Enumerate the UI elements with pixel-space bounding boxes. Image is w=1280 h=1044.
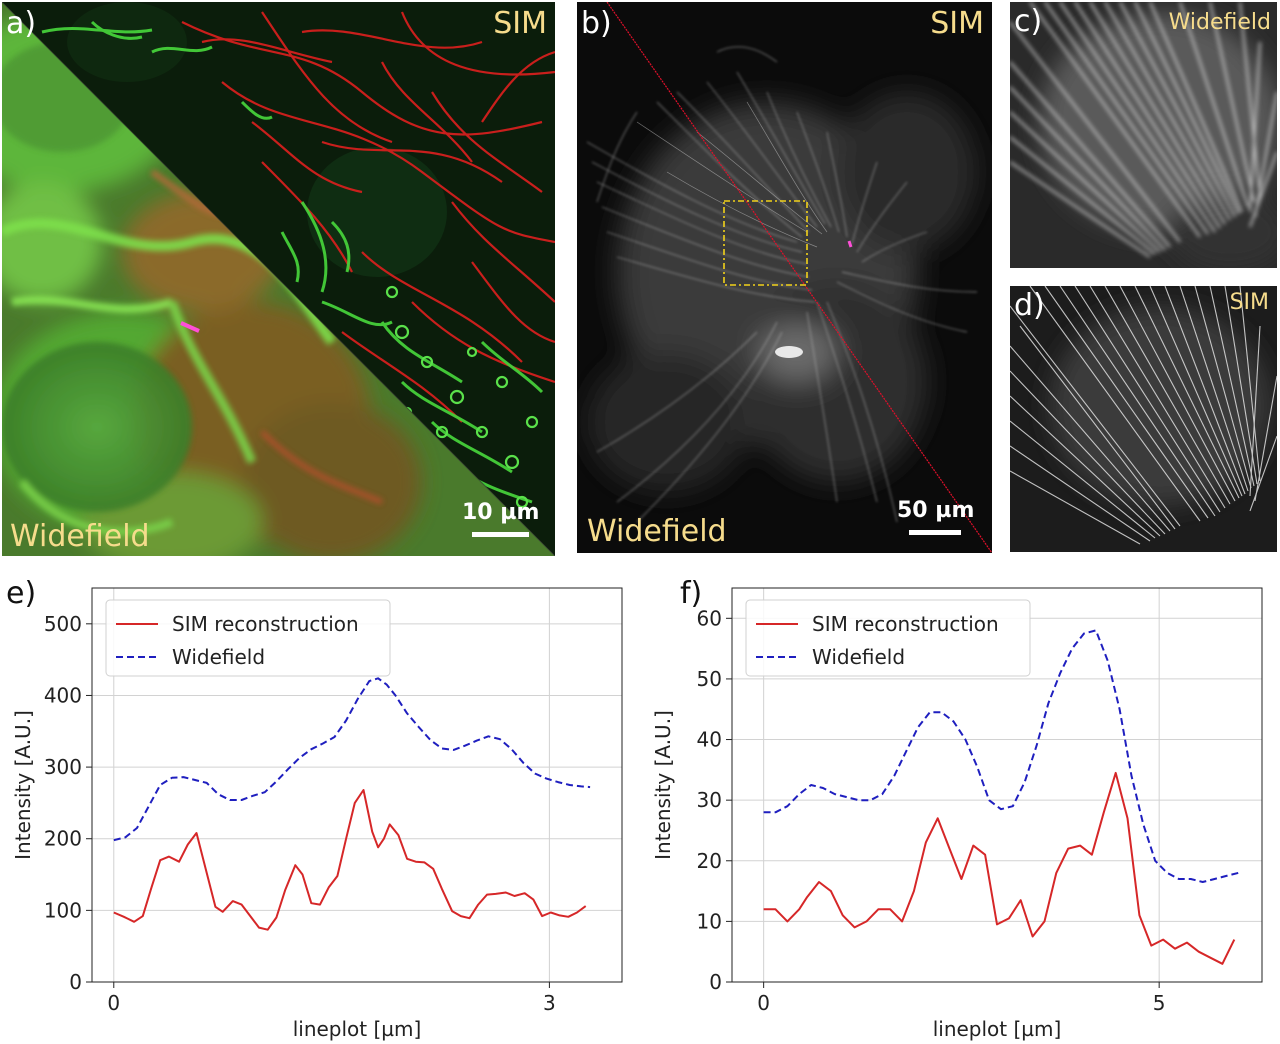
panel-a-image	[2, 2, 555, 556]
panel-c-micrograph: c) Widefield	[1010, 2, 1277, 268]
panel-d-caption: SIM	[1229, 290, 1269, 315]
legend-box	[105, 599, 391, 677]
y-tick-label: 200	[44, 827, 82, 851]
series-line-widefield	[113, 677, 591, 842]
legend-entry: SIM reconstruction	[172, 612, 359, 636]
legend-entry: Widefield	[812, 645, 905, 669]
lineplot-marker	[847, 240, 853, 248]
panel-a-micrograph: a) SIM Widefield 10 µm	[2, 2, 555, 556]
y-tick-label: 500	[44, 612, 82, 636]
chart-f-svg: 0 10 20 30 40 50 60 0 5 lineplot [µm] Intensity [A…	[651, 587, 1263, 1041]
panel-c-image	[1010, 2, 1277, 268]
series-line-sim	[113, 789, 587, 931]
panel-c-caption: Widefield	[1168, 10, 1271, 35]
x-axis-label: lineplot [µm]	[933, 1017, 1062, 1041]
panel-b-label: b)	[581, 6, 612, 41]
chart-e-svg: 0 100 200 300 400 500 0 3 lineplot [µm] Intensity…	[11, 587, 623, 1041]
y-tick-label: 30	[697, 788, 722, 812]
panel-b-sim-label: SIM	[930, 6, 984, 41]
legend-entry: SIM reconstruction	[812, 612, 999, 636]
y-tick-label: 10	[697, 909, 722, 933]
x-tick-label: 0	[107, 991, 120, 1015]
y-tick-label: 50	[697, 667, 722, 691]
y-axis-label: Intensity [A.U.]	[651, 710, 675, 860]
scalebar	[909, 530, 961, 535]
x-tick-label: 0	[757, 991, 770, 1015]
plot-frame	[91, 587, 623, 983]
panel-e-label: e)	[6, 576, 37, 611]
y-tick-label: 100	[44, 898, 82, 922]
panel-d-label: d)	[1014, 288, 1045, 323]
y-tick-label: 400	[44, 683, 82, 707]
series-line-widefield	[763, 629, 1239, 883]
y-tick-label: 20	[697, 849, 722, 873]
y-tick-label: 0	[709, 970, 722, 994]
x-tick-label: 5	[1153, 991, 1166, 1015]
y-tick-label: 0	[69, 970, 82, 994]
lineplot-marker	[180, 321, 200, 333]
plot-frame	[731, 587, 1263, 983]
series-line-sim	[763, 771, 1236, 965]
legend-entry: Widefield	[172, 645, 265, 669]
y-axis-label: Intensity [A.U.]	[11, 710, 35, 860]
sim-widefield-divider	[606, 2, 992, 553]
panel-c-label: c)	[1014, 4, 1043, 39]
panel-b-image	[577, 2, 992, 553]
panel-a-widefield-label: Widefield	[10, 519, 150, 554]
panel-a-label: a)	[6, 6, 37, 41]
y-tick-label: 40	[697, 728, 722, 752]
legend-box	[745, 599, 1031, 677]
panel-d-image	[1010, 286, 1277, 552]
panel-b-micrograph: b) SIM Widefield 50 µm	[577, 2, 992, 553]
panel-b-scalebar-label: 50 µm	[897, 498, 975, 523]
panel-a-sim-label: SIM	[493, 6, 547, 41]
panel-f-label: f)	[680, 576, 703, 611]
legend: SIM reconstruction Widefield	[745, 599, 1031, 677]
chart-e: 0 100 200 300 400 500 0 3 lineplot [µm] Intensity…	[0, 570, 640, 1044]
chart-f: 0 10 20 30 40 50 60 0 5 lineplot [µm] Intensity [A…	[640, 570, 1280, 1044]
y-tick-label: 300	[44, 755, 82, 779]
scalebar	[472, 532, 529, 537]
panel-d-micrograph: d) SIM	[1010, 286, 1277, 552]
x-axis-label: lineplot [µm]	[293, 1017, 422, 1041]
panel-a-scalebar-label: 10 µm	[462, 500, 540, 525]
legend: SIM reconstruction Widefield	[105, 599, 391, 677]
panel-b-widefield-label: Widefield	[587, 514, 727, 549]
x-tick-label: 3	[543, 991, 556, 1015]
y-tick-label: 60	[697, 606, 722, 630]
